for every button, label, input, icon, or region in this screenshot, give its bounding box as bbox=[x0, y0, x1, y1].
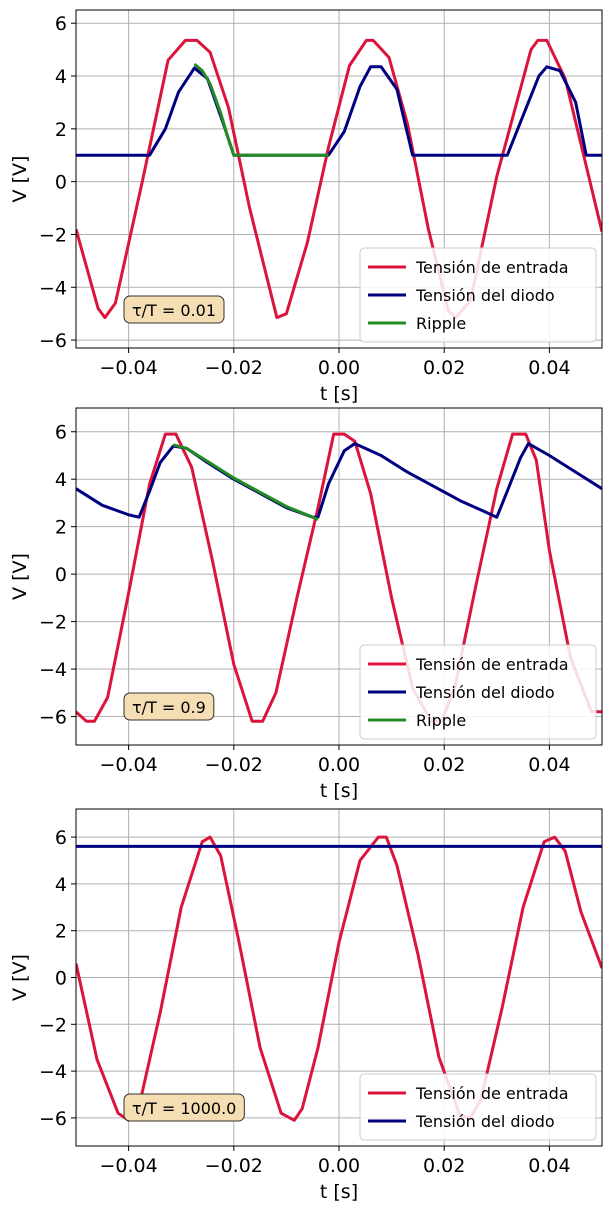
series-line-tensi-n-del-diodo bbox=[76, 442, 602, 519]
x-axis-label: t [s] bbox=[320, 1181, 358, 1203]
y-axis-label: V [V] bbox=[9, 553, 31, 600]
y-axis-label: V [V] bbox=[9, 156, 31, 203]
annotation-frame bbox=[123, 1093, 245, 1122]
x-tick-label: 0.04 bbox=[528, 357, 570, 379]
annotation-text: τ/T = 0.01 bbox=[132, 301, 216, 320]
y-tick-label: 2 bbox=[55, 119, 67, 141]
legend-box bbox=[359, 644, 597, 740]
y-tick-label: 4 bbox=[55, 469, 67, 491]
series-group bbox=[76, 38, 602, 320]
legend-label: Tensión de entrada bbox=[415, 258, 569, 277]
x-tick-label: 0.04 bbox=[528, 754, 570, 776]
y-tick-label: −4 bbox=[39, 1061, 67, 1083]
legend-box bbox=[359, 1073, 597, 1141]
legend-label: Tensión del diodo bbox=[415, 683, 555, 702]
x-tick-label: 0.00 bbox=[318, 1155, 360, 1177]
legend-label: Ripple bbox=[416, 314, 466, 333]
y-tick-label: 2 bbox=[55, 921, 67, 943]
series-line-tensi-n-de-entrada bbox=[76, 432, 602, 723]
x-tick-label: 0.00 bbox=[318, 754, 360, 776]
x-axis-label: t [s] bbox=[320, 383, 358, 405]
x-tick-label: −0.02 bbox=[205, 1155, 263, 1177]
legend-label: Tensión del diodo bbox=[415, 1112, 555, 1131]
legend: Tensión de entrada Tensión del diodo Rippl… bbox=[359, 644, 597, 740]
annotation-frame bbox=[123, 692, 215, 721]
y-tick-label: −4 bbox=[39, 277, 67, 299]
y-tick-label: 2 bbox=[55, 517, 67, 539]
series-line-tensi-n-de-entrada bbox=[76, 835, 602, 1122]
y-tick-label: 4 bbox=[55, 874, 67, 896]
x-tick-label: 0.02 bbox=[423, 754, 465, 776]
legend-box bbox=[359, 247, 597, 343]
y-tick-label: 6 bbox=[55, 13, 67, 35]
legend-label: Tensión de entrada bbox=[415, 655, 569, 674]
x-tick-label: −0.02 bbox=[205, 754, 263, 776]
y-tick-label: −2 bbox=[39, 1014, 67, 1036]
y-tick-label: 4 bbox=[55, 66, 67, 88]
y-tick-label: −6 bbox=[39, 1108, 67, 1130]
legend-label: Tensión del diodo bbox=[415, 286, 555, 305]
grid bbox=[76, 809, 602, 1146]
legend: Tensión de entrada Tensión del diodo bbox=[359, 1073, 597, 1141]
series-line-ripple bbox=[193, 62, 329, 157]
x-tick-label: 0.04 bbox=[528, 1155, 570, 1177]
x-tick-label: −0.04 bbox=[99, 357, 157, 379]
annotation-box: τ/T = 0.9 bbox=[123, 692, 215, 721]
series-group bbox=[76, 835, 602, 1122]
legend-label: Tensión de entrada bbox=[415, 1084, 569, 1103]
y-tick-label: −2 bbox=[39, 224, 67, 246]
y-tick-label: 0 bbox=[55, 172, 67, 194]
x-tick-label: −0.04 bbox=[99, 1155, 157, 1177]
series-line-tensi-n-del-diodo bbox=[76, 65, 602, 157]
y-tick-label: 6 bbox=[55, 827, 67, 849]
annotation-box: τ/T = 1000.0 bbox=[123, 1093, 245, 1122]
annotation-box: τ/T = 0.01 bbox=[123, 295, 225, 324]
series-line-ripple bbox=[172, 443, 319, 521]
legend: Tensión de entrada Tensión del diodo Rippl… bbox=[359, 247, 597, 343]
x-tick-label: −0.02 bbox=[205, 357, 263, 379]
y-axis-label: V [V] bbox=[9, 954, 31, 1001]
legend-label: Ripple bbox=[416, 711, 466, 730]
series-group bbox=[76, 432, 602, 723]
y-tick-label: −6 bbox=[39, 707, 67, 729]
y-tick-label: −2 bbox=[39, 612, 67, 634]
annotation-text: τ/T = 0.9 bbox=[132, 698, 206, 717]
y-tick-label: 0 bbox=[55, 564, 67, 586]
x-axis-label: t [s] bbox=[320, 780, 358, 802]
y-tick-label: −6 bbox=[39, 330, 67, 352]
x-tick-label: −0.04 bbox=[99, 754, 157, 776]
chart-panel-1: −0.04 −0.02 0.00 0.02 0.04 −6 −4 −2 0 2 4 6 t [s] V [… bbox=[9, 9, 603, 405]
x-tick-label: 0.02 bbox=[423, 1155, 465, 1177]
y-tick-label: 6 bbox=[55, 422, 67, 444]
chart-panel-2: −0.04 −0.02 0.00 0.02 0.04 −6 −4 −2 0 2 4 6 t [s] V [… bbox=[9, 407, 603, 802]
annotation-frame bbox=[123, 295, 225, 324]
series-line-tensi-n-de-entrada bbox=[76, 38, 602, 320]
y-tick-label: 0 bbox=[55, 968, 67, 990]
chart-panel-3: −0.04 −0.02 0.00 0.02 0.04 −6 −4 −2 0 2 4 6 t [s] V [… bbox=[9, 808, 603, 1203]
y-tick-label: −4 bbox=[39, 659, 67, 681]
x-tick-label: 0.00 bbox=[318, 357, 360, 379]
annotation-text: τ/T = 1000.0 bbox=[132, 1099, 236, 1118]
x-tick-label: 0.02 bbox=[423, 357, 465, 379]
